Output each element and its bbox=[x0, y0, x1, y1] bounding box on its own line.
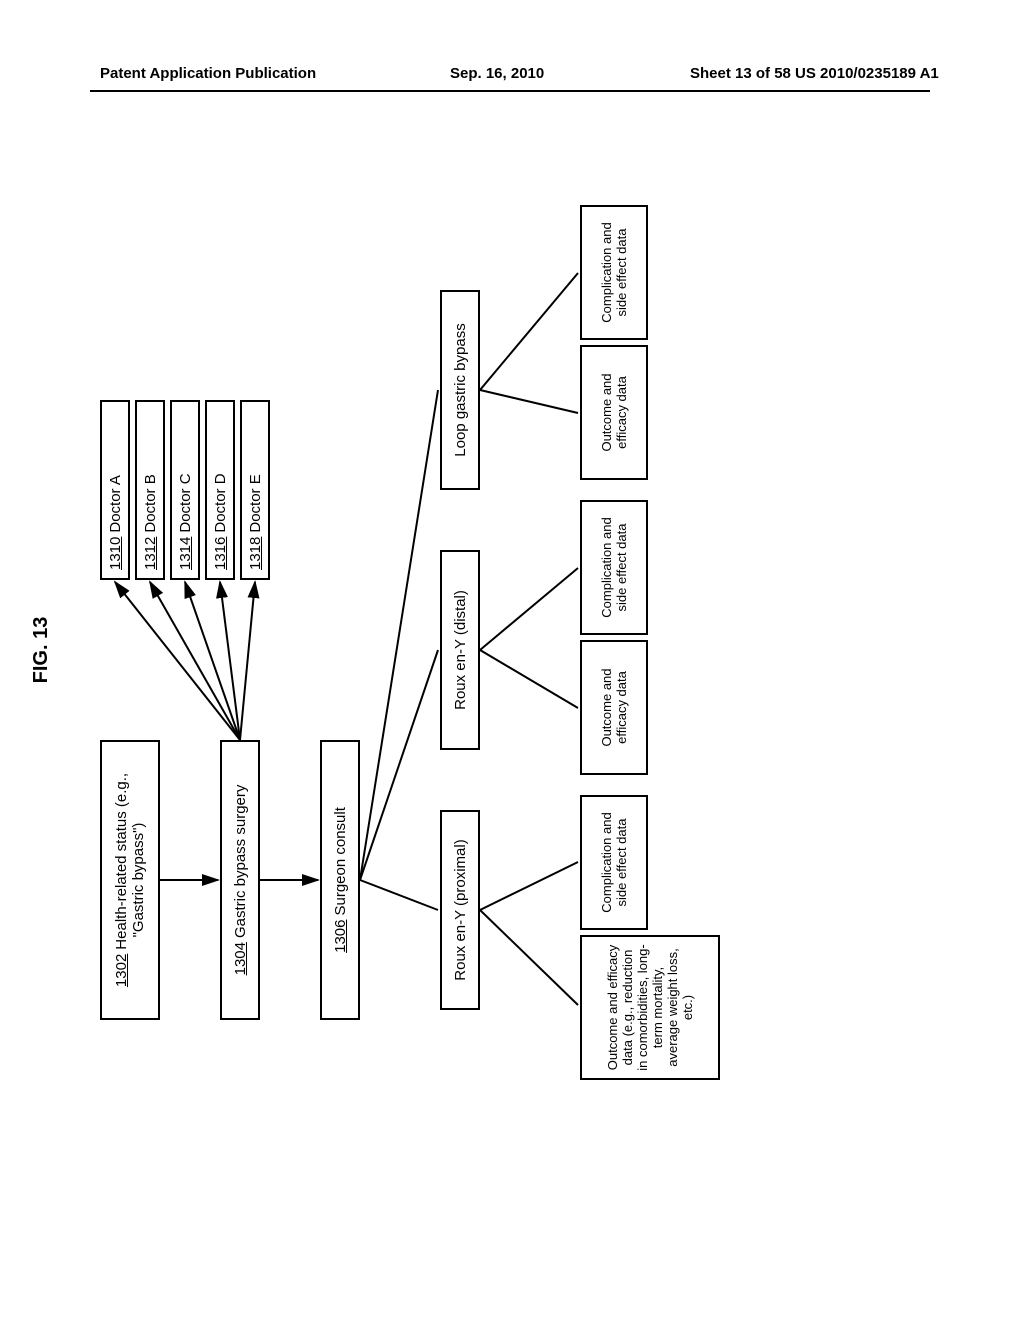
figure-13-diagram: FIG. 13 1302Health-related status (e.g.,… bbox=[70, 270, 950, 1030]
header-center: Sep. 16, 2010 bbox=[450, 65, 544, 82]
line-1306-sC bbox=[360, 390, 438, 880]
line-sA-lA2 bbox=[480, 862, 578, 910]
header-rule bbox=[90, 90, 930, 92]
line-sC-lC1 bbox=[480, 390, 578, 413]
arrow-1304-doctorA bbox=[115, 582, 240, 740]
header-left: Patent Application Publication bbox=[100, 65, 316, 82]
line-sB-lB1 bbox=[480, 650, 578, 708]
arrow-1304-doctorC bbox=[185, 582, 240, 740]
arrow-1304-doctorE bbox=[240, 582, 255, 740]
arrow-layer bbox=[70, 150, 950, 1030]
figure-title: FIG. 13 bbox=[30, 617, 53, 684]
line-sC-lC2 bbox=[480, 273, 578, 390]
header-right: Sheet 13 of 58 US 2010/0235189 A1 bbox=[690, 65, 939, 82]
arrow-1304-doctorD bbox=[220, 582, 240, 740]
line-1306-sB bbox=[360, 650, 438, 880]
line-1306-sA bbox=[360, 880, 438, 910]
line-sA-lA1 bbox=[480, 910, 578, 1005]
line-sB-lB2 bbox=[480, 568, 578, 650]
arrow-1304-doctorB bbox=[150, 582, 240, 740]
